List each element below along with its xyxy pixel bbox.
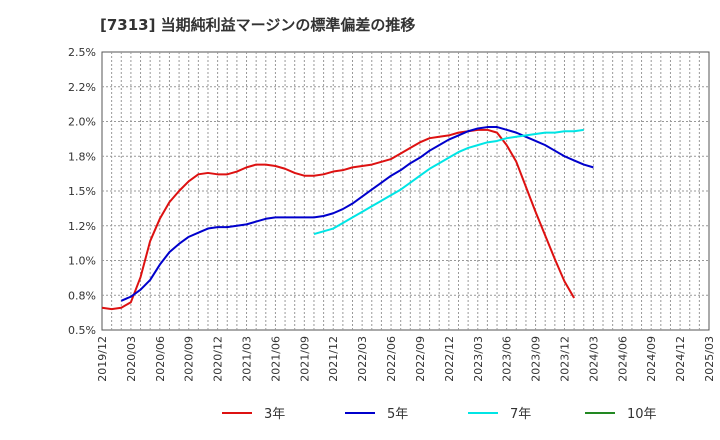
legend-label-3年: 3年 (264, 407, 285, 422)
series-layer (101, 126, 594, 311)
x-tick-label: 2022/03 (356, 336, 369, 382)
x-tick-label: 2025/03 (703, 336, 716, 382)
grid-layer (102, 52, 709, 330)
chart-title: [7313] 当期純利益マージンの標準偏差の推移 (100, 16, 416, 34)
x-tick-label: 2021/12 (327, 336, 340, 382)
plot-area (101, 51, 710, 331)
legend-label-5年: 5年 (387, 407, 408, 422)
x-tick-label: 2020/06 (154, 336, 167, 382)
x-tick-label: 2020/03 (125, 336, 138, 382)
x-tick-label: 2021/06 (269, 336, 282, 382)
y-tick-label: 1.0% (68, 255, 96, 268)
x-tick-label: 2023/09 (530, 336, 543, 382)
y-tick-label: 1.2% (68, 220, 96, 233)
legend-label-7年: 7年 (510, 407, 531, 422)
series-line-7年 (313, 128, 584, 236)
y-tick-label: 0.8% (68, 289, 96, 302)
y-tick-label: 1.8% (68, 150, 96, 163)
x-tick-label: 2023/06 (501, 336, 514, 382)
x-tick-label: 2021/09 (298, 336, 311, 382)
y-tick-label: 0.5% (68, 324, 96, 337)
x-tick-label: 2022/06 (385, 336, 398, 382)
x-tick-label: 2022/09 (414, 336, 427, 382)
y-tick-label: 2.5% (68, 46, 96, 59)
legend-label-10年: 10年 (627, 407, 657, 422)
x-tick-label: 2024/03 (587, 336, 600, 382)
y-tick-label: 1.5% (68, 185, 96, 198)
legend: 3年 5年 7年 10年 (222, 407, 657, 422)
x-tick-label: 2024/06 (616, 336, 629, 382)
series-line-3年 (101, 128, 575, 311)
x-tick-label: 2024/09 (645, 336, 658, 382)
y-tick-label: 2.2% (68, 81, 96, 94)
x-tick-label: 2023/03 (472, 336, 485, 382)
x-tick-label: 2023/12 (558, 336, 571, 382)
series-line-5年 (120, 126, 594, 302)
x-tick-label: 2021/03 (241, 336, 254, 382)
axis-layer: 0.5% 0.8% 1.0% 1.2% 1.5% 1.8% 2.0% 2.2% 2.5% 2019… (68, 46, 716, 382)
y-tick-label: 2.0% (68, 116, 96, 129)
x-tick-label: 2024/12 (674, 336, 687, 382)
x-tick-label: 2022/12 (443, 336, 456, 382)
x-tick-label: 2020/12 (212, 336, 225, 382)
x-tick-label: 2019/12 (96, 336, 109, 382)
x-tick-label: 2020/09 (183, 336, 196, 382)
